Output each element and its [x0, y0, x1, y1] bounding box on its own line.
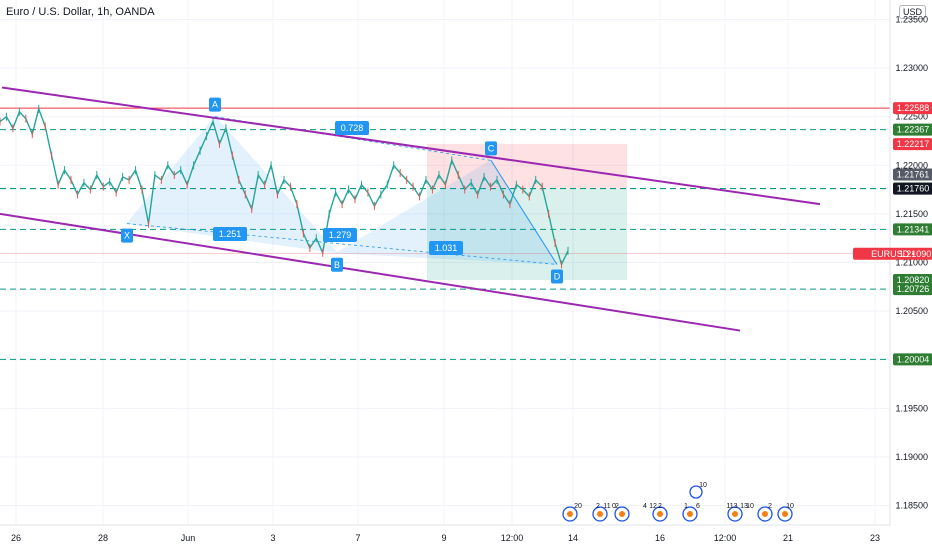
- y-tick-label: 1.19000: [895, 452, 928, 462]
- y-tick-label: 1.20500: [895, 306, 928, 316]
- level-label: 1.21341: [897, 224, 930, 234]
- level-badge: [893, 182, 932, 195]
- pattern-cd: [490, 160, 558, 265]
- currency-button[interactable]: USD: [898, 5, 926, 19]
- pattern-point-a: A: [212, 100, 218, 110]
- event-marker-label: 20: [574, 503, 582, 510]
- x-tick-label: 9: [441, 533, 446, 543]
- y-tick-label: 1.19500: [895, 403, 928, 413]
- y-tick-label: 1.22500: [895, 112, 928, 122]
- level-label: 1.22367: [897, 125, 930, 135]
- event-marker-label: 113: [726, 503, 737, 510]
- x-tick-label: 12:00: [501, 533, 524, 543]
- level-badge: [893, 138, 932, 151]
- pattern-point-badge: [209, 97, 221, 112]
- level-badge: [893, 283, 932, 296]
- event-marker-label: 10: [699, 482, 707, 489]
- pattern-point-d: D: [554, 271, 561, 281]
- pattern-point-badge: [331, 257, 343, 272]
- event-marker-label: 10: [746, 503, 754, 510]
- ratio-label: 0.728: [341, 123, 364, 133]
- take-profit-zone: [427, 188, 627, 280]
- current-price-value: 1.21090: [899, 249, 932, 259]
- chart-title: Euro / U.S. Dollar, 1h, OANDA: [6, 6, 155, 18]
- event-marker-dot: [732, 511, 738, 517]
- event-marker-label: 6: [696, 503, 700, 510]
- ratio-badge: [323, 228, 357, 242]
- ratio-label: 1.031: [435, 243, 458, 253]
- level-badge: [893, 102, 932, 115]
- level-label: 1.22217: [897, 139, 930, 149]
- event-marker-dot: [597, 511, 603, 517]
- event-marker-label: 1: [684, 503, 688, 510]
- pattern-point-c: C: [488, 143, 495, 153]
- pattern-point-badge: [485, 141, 497, 156]
- x-tick-label: 21: [783, 533, 793, 543]
- level-badge: [893, 123, 932, 136]
- ratio-label: 1.251: [219, 229, 242, 239]
- current-price-badge: [853, 247, 932, 260]
- x-tick-label: Jun: [181, 533, 196, 543]
- ratio-badge: [429, 241, 463, 255]
- harmonic-pattern: [126, 115, 558, 265]
- y-tick-label: 1.23500: [895, 14, 928, 24]
- x-tick-label: 12:00: [714, 533, 737, 543]
- event-marker-label: 2: [768, 503, 772, 510]
- pattern-point-badge: [551, 269, 563, 284]
- ratio-badge: [335, 121, 369, 135]
- level-label: 1.21760: [897, 184, 930, 194]
- current-price-symbol: EURUSD •: [871, 249, 915, 259]
- event-marker-dot: [687, 511, 693, 517]
- y-tick-label: 1.23000: [895, 63, 928, 73]
- price-series: [0, 104, 569, 269]
- event-marker-label: 2: [615, 503, 619, 510]
- ratio-label: 1.279: [329, 230, 352, 240]
- channel-upper-line: [1, 86, 821, 206]
- event-marker-dot: [619, 511, 625, 517]
- level-badge: [893, 223, 932, 236]
- y-tick-label: 1.21500: [895, 209, 928, 219]
- x-tick-label: 26: [11, 533, 21, 543]
- event-marker-dot: [567, 511, 573, 517]
- level-label: 1.22588: [897, 103, 930, 113]
- channel-lower-line: [0, 212, 741, 332]
- x-tick-label: 28: [98, 533, 108, 543]
- event-marker-dot: [657, 511, 663, 517]
- y-tick-label: 1.21000: [895, 258, 928, 268]
- x-tick-label: 3: [270, 533, 275, 543]
- price-axis[interactable]: 1.23500 1.23000 1.22500 1.22000 1.21500 1.210…: [853, 0, 932, 525]
- event-marker-label: 0: [612, 503, 616, 510]
- pattern-point-x: X: [124, 231, 130, 241]
- x-tick-label: 7: [355, 533, 360, 543]
- event-marker-label: 11: [603, 503, 610, 510]
- level-label: 1.20820: [897, 275, 930, 285]
- event-marker-icon: [689, 485, 703, 499]
- level-badge: [893, 353, 932, 366]
- x-tick-label: 14: [568, 533, 578, 543]
- level-label: 1.20004: [897, 354, 930, 364]
- level-badge: [893, 168, 932, 181]
- event-marker-label: 4: [643, 503, 647, 510]
- event-marker-label: 10: [786, 503, 794, 510]
- event-marker-label: 12: [649, 503, 657, 510]
- event-marker-label: 2: [596, 503, 600, 510]
- event-marker-dot: [762, 511, 768, 517]
- level-label: 1.20726: [897, 284, 930, 294]
- ratio-badge: [213, 227, 247, 241]
- time-axis[interactable]: 26 28 Jun 3 7 9 12:00 14 16 12:00 21 23: [0, 524, 890, 543]
- y-tick-label: 1.22000: [895, 160, 928, 170]
- x-tick-label: 23: [870, 533, 880, 543]
- event-marker-dot: [782, 511, 788, 517]
- x-tick-label: 16: [655, 533, 665, 543]
- pattern-point-badge: [121, 228, 133, 243]
- level-badge: [893, 274, 932, 286]
- level-label: 1.21761: [897, 170, 930, 180]
- pattern-labels: X A B C D 0.728 1.251 1.279 1.031: [121, 97, 563, 284]
- y-tick-label: 1.18500: [895, 501, 928, 511]
- event-marker-label: 13: [740, 503, 748, 510]
- event-marker-label: 2: [658, 503, 662, 510]
- pattern-point-b: B: [334, 260, 340, 270]
